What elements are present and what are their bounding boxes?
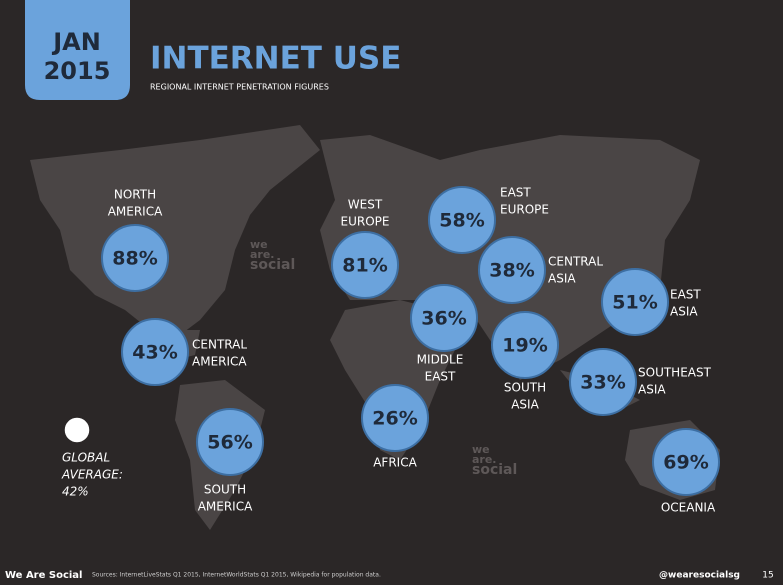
region-circle — [410, 284, 478, 352]
region-circle — [569, 348, 637, 416]
region-circle — [478, 236, 546, 304]
watermark: are. — [250, 248, 275, 261]
region-circle — [101, 224, 169, 292]
region-name: MIDDLE — [417, 353, 464, 367]
region-name: SOUTH — [204, 483, 246, 497]
region-name: AFRICA — [373, 456, 417, 470]
global-average-text: AVERAGE: — [61, 468, 123, 482]
region-value: 58% — [439, 210, 484, 232]
region-name: WEST — [348, 198, 383, 212]
region-name: EUROPE — [500, 203, 549, 217]
region-name: ASIA — [638, 383, 666, 397]
region-name: AMERICA — [198, 500, 253, 514]
region-name: EUROPE — [341, 215, 390, 229]
region-value: 19% — [502, 335, 547, 357]
region-value: 56% — [207, 432, 252, 454]
globe-icon — [64, 417, 90, 443]
footer-handle: @wearesocialsg — [659, 571, 740, 581]
region-value: 38% — [489, 260, 534, 282]
subtitle: REGIONAL INTERNET PENETRATION FIGURES — [150, 83, 329, 92]
region-circle — [361, 384, 429, 452]
regions: 88% NORTH AMERICA 81% WEST EUROPE 58% EAST EUROP… — [101, 186, 720, 515]
footer-brand: We Are Social — [5, 570, 82, 581]
title: INTERNET USE — [150, 41, 401, 77]
region-name: EAST — [500, 186, 531, 200]
region-value: 51% — [612, 292, 657, 314]
page-number: 15 — [762, 571, 773, 581]
region-value: 88% — [112, 248, 157, 270]
region-name: ASIA — [670, 305, 698, 319]
footer-sources: Sources: InternetLiveStats Q1 2015, Inte… — [92, 572, 381, 579]
region-value: 26% — [372, 408, 417, 430]
date-year: 2015 — [44, 57, 111, 85]
region-name: AMERICA — [108, 205, 163, 219]
watermark: we — [472, 443, 490, 456]
date-tab — [25, 0, 130, 100]
region-name: NORTH — [114, 188, 156, 202]
region-name: CENTRAL — [548, 255, 603, 269]
region-name: SOUTH — [504, 381, 546, 395]
region-name: EAST — [670, 288, 701, 302]
region-value: 69% — [663, 452, 708, 474]
region-value: 33% — [580, 372, 625, 394]
watermark: are. — [472, 453, 497, 466]
region-name: EAST — [425, 370, 456, 384]
region-name: ASIA — [548, 272, 576, 286]
region-name: CENTRAL — [192, 338, 247, 352]
region-circle — [331, 231, 399, 299]
watermark: social — [472, 462, 517, 478]
global-average-text: GLOBAL — [62, 451, 110, 465]
region-circle — [196, 408, 264, 476]
region-name: AMERICA — [192, 355, 247, 369]
region-circle — [601, 268, 669, 336]
region-value: 81% — [342, 255, 387, 277]
region-name: ASIA — [511, 398, 539, 412]
region-value: 43% — [132, 342, 177, 364]
date-month: JAN — [51, 28, 101, 56]
globe-outline — [63, 416, 91, 444]
region-circle — [121, 318, 189, 386]
watermark: we — [250, 238, 268, 251]
region-value: 36% — [421, 308, 466, 330]
region-circle — [652, 428, 720, 496]
region-name: SOUTHEAST — [638, 366, 712, 380]
region-circle — [428, 186, 496, 254]
global-average-text: 42% — [62, 485, 89, 499]
watermark: social — [250, 257, 295, 273]
global-average: GLOBAL AVERAGE: 42% — [61, 451, 123, 499]
region-circle — [491, 311, 559, 379]
region-name: OCEANIA — [661, 501, 716, 515]
